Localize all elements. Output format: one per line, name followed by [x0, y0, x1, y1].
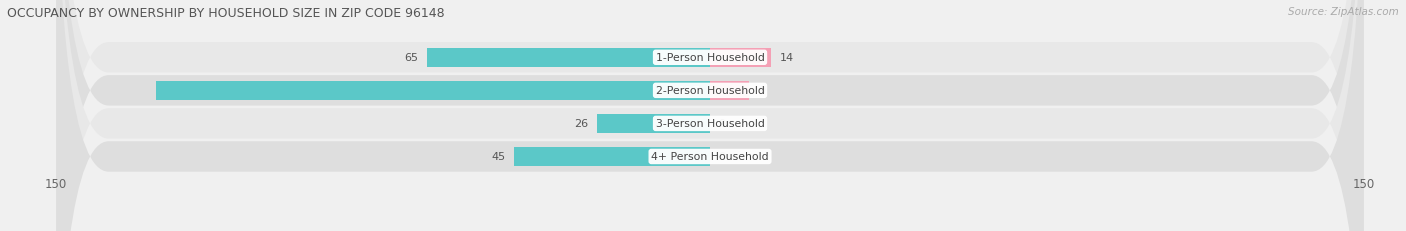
Text: 0: 0 [718, 152, 725, 162]
FancyBboxPatch shape [56, 0, 1364, 231]
Text: 45: 45 [491, 152, 505, 162]
Text: 1-Person Household: 1-Person Household [655, 53, 765, 63]
FancyBboxPatch shape [56, 0, 1364, 231]
Text: 4+ Person Household: 4+ Person Household [651, 152, 769, 162]
Bar [427, 49, 710, 68]
Text: 3-Person Household: 3-Person Household [655, 119, 765, 129]
Text: 0: 0 [718, 119, 725, 129]
Text: 26: 26 [574, 119, 588, 129]
Text: 9: 9 [758, 86, 765, 96]
Text: OCCUPANCY BY OWNERSHIP BY HOUSEHOLD SIZE IN ZIP CODE 96148: OCCUPANCY BY OWNERSHIP BY HOUSEHOLD SIZE… [7, 7, 444, 20]
Bar [596, 114, 710, 134]
Bar [156, 81, 710, 100]
Bar [710, 49, 770, 68]
Bar [515, 147, 710, 166]
Bar [710, 81, 749, 100]
FancyBboxPatch shape [56, 0, 1364, 231]
Text: 2-Person Household: 2-Person Household [655, 86, 765, 96]
FancyBboxPatch shape [56, 0, 1364, 231]
Text: 127: 127 [678, 86, 702, 96]
Text: 65: 65 [404, 53, 418, 63]
Text: 14: 14 [780, 53, 794, 63]
Text: Source: ZipAtlas.com: Source: ZipAtlas.com [1288, 7, 1399, 17]
